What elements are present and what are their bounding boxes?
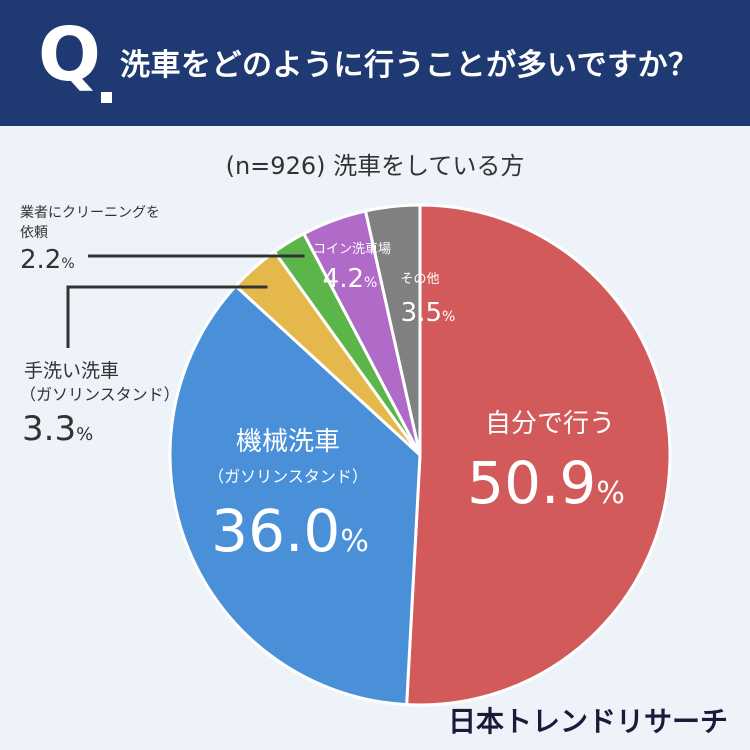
slice-value-pro-number: 2.2 <box>20 245 61 275</box>
slice-value-hand-number: 3.3 <box>22 409 76 449</box>
pie-slice-self <box>405 203 672 707</box>
brand-logo-text: 日本トレンドリサーチ <box>447 705 728 738</box>
slice-value-machine-number: 36.0 <box>211 497 340 565</box>
slice-value-other-number: 3.5 <box>401 298 442 328</box>
chart-subtitle: (n=926) 洗車をしている方 <box>225 152 525 180</box>
slice-sublabel-hand: （ガソリンスタンド） <box>20 385 180 404</box>
slice-value-self-unit: % <box>596 476 625 511</box>
slice-value-pro-unit: % <box>61 256 74 272</box>
pie-slice-machine <box>168 284 422 707</box>
slice-label-machine: 機械洗車 <box>236 427 340 457</box>
slice-value-self: 50.9% <box>467 449 625 517</box>
slice-label-pro: 業者にクリーニングを <box>20 205 160 221</box>
q-dot-icon <box>101 92 112 103</box>
pie-slice-other <box>364 203 422 457</box>
slice-label-other: その他 <box>400 272 439 287</box>
leader-line-hand <box>66 285 268 348</box>
slice-value-coin: 4.2% <box>323 264 378 294</box>
slice-label-coin: コイン洗車場 <box>313 242 391 257</box>
q-mark: Q <box>38 12 101 98</box>
slice-value-other-unit: % <box>442 309 455 325</box>
slice-value-coin-unit: % <box>364 275 377 291</box>
slice-sublabel-machine: （ガソリンスタンド） <box>208 467 368 486</box>
slice-value-hand: 3.3% <box>22 409 93 449</box>
slice-value-machine-unit: % <box>340 524 369 559</box>
question-text: 洗車をどのように行うことが多いですか？ <box>120 48 699 83</box>
slice-value-self-number: 50.9 <box>467 449 596 517</box>
slice-label-self: 自分で行う <box>485 409 615 439</box>
slice-value-hand-unit: % <box>76 424 93 445</box>
slice-sublabel-pro: 依頼 <box>20 225 48 241</box>
slice-value-coin-number: 4.2 <box>323 264 364 294</box>
question-header: Q 洗車をどのように行うことが多いですか？ <box>0 0 750 126</box>
slice-value-machine: 36.0% <box>211 497 369 565</box>
slice-value-other: 3.5% <box>401 298 456 328</box>
slice-value-pro: 2.2% <box>20 245 75 275</box>
slice-label-hand: 手洗い洗車 <box>24 360 119 382</box>
